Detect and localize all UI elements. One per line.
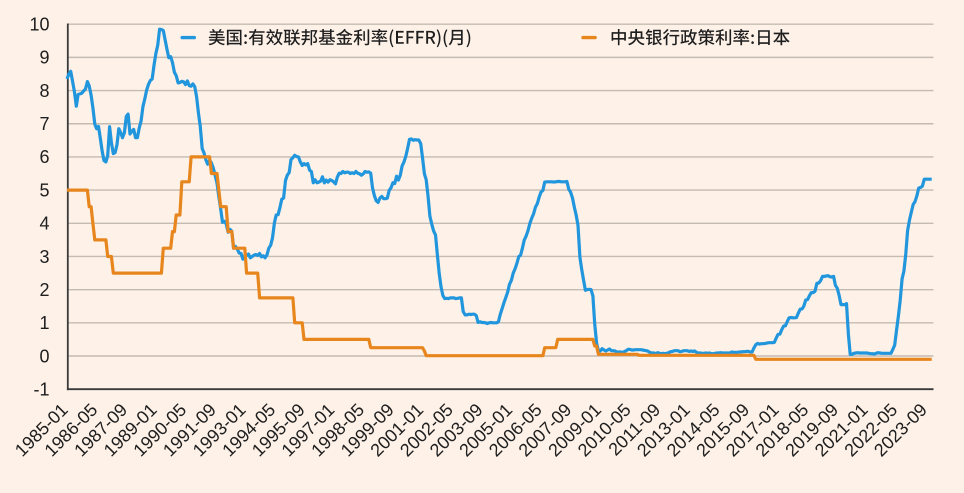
svg-text:6: 6 bbox=[39, 147, 49, 167]
svg-text:2: 2 bbox=[39, 280, 49, 300]
svg-text:0: 0 bbox=[39, 346, 49, 366]
svg-text:10: 10 bbox=[29, 15, 49, 35]
svg-text:1: 1 bbox=[39, 313, 49, 333]
svg-text:7: 7 bbox=[39, 114, 49, 134]
svg-text:8: 8 bbox=[39, 81, 49, 101]
svg-text:4: 4 bbox=[39, 214, 49, 234]
svg-text:3: 3 bbox=[39, 247, 49, 267]
svg-text:5: 5 bbox=[39, 180, 49, 200]
svg-text:-1: -1 bbox=[33, 379, 49, 399]
svg-text:9: 9 bbox=[39, 48, 49, 68]
